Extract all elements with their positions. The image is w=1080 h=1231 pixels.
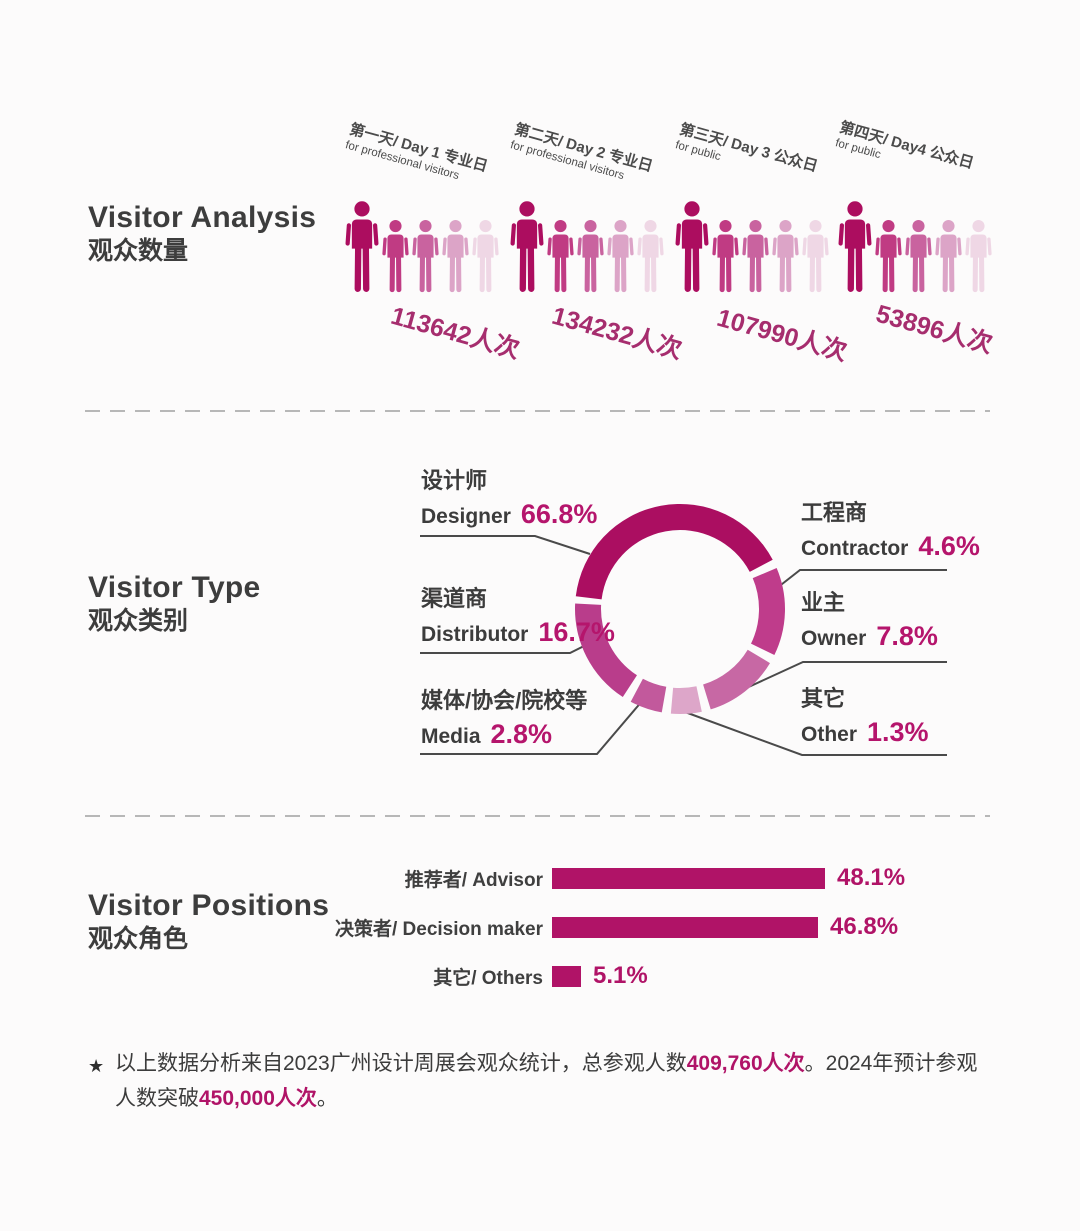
person-icon [772, 220, 799, 293]
day3-count: 107990人次 [713, 303, 850, 367]
type-label-owner: 业主 Owner 7.8% [801, 590, 938, 651]
analysis-title-zh: 观众数量 [88, 237, 189, 265]
donut-segment-other [670, 686, 702, 715]
type-label-contractor: 工程商 Contractor 4.6% [801, 500, 980, 561]
section-type-title: Visitor Type 观众类别 [88, 572, 261, 635]
section-positions-title: Visitor Positions 观众角色 [88, 890, 329, 953]
person-icon [742, 220, 769, 293]
day2-label: 第二天/ Day 2 专业日 for professional visitors [508, 120, 655, 183]
day3-label: 第三天/ Day 3 公众日 for public [673, 120, 820, 176]
star-icon: ★ [88, 1056, 105, 1076]
callout-line [420, 535, 591, 555]
type-label-designer: 设计师 Designer 66.8% [421, 468, 598, 529]
person-icon [472, 220, 499, 293]
callout-line [684, 711, 947, 756]
person-icon [382, 220, 409, 293]
callout-line [741, 661, 947, 691]
person-icon [905, 220, 932, 293]
bar-advisor [552, 867, 825, 889]
donut-segment-distributor [574, 603, 637, 698]
day1-count: 113642人次 [387, 301, 523, 365]
bar-row-decision-maker: 决策者/ Decision maker 46.8% [334, 913, 899, 940]
type-title-en: Visitor Type [88, 571, 261, 604]
person-icon [577, 220, 604, 293]
type-title-zh: 观众类别 [88, 607, 189, 635]
day4-count: 53896人次 [872, 299, 996, 359]
callout-line [776, 569, 947, 589]
person-icon [607, 220, 634, 293]
day1-pictogram-row [345, 200, 499, 293]
person-icon [838, 201, 872, 292]
bar-row-others: 其它/ Others 5.1% [433, 962, 648, 989]
donut-segment-designer [575, 503, 773, 600]
day4-label: 第四天/ Day4 公众日 for public [833, 118, 976, 173]
positions-title-en: Visitor Positions [88, 889, 330, 922]
donut-segment-media [630, 678, 667, 713]
section-analysis-title: Visitor Analysis 观众数量 [88, 202, 316, 265]
positions-title-zh: 观众角色 [88, 925, 189, 953]
day4-pictogram-row [838, 200, 992, 293]
person-icon [802, 220, 829, 293]
type-label-media: 媒体/协会/院校等 Media 2.8% [421, 688, 588, 749]
day3-pictogram-row [675, 200, 829, 293]
person-icon [412, 220, 439, 293]
type-label-distributor: 渠道商 Distributor 16.7% [421, 586, 615, 647]
dashed-divider-bottom [85, 815, 990, 817]
footnote: ★ 以上数据分析来自2023广州设计周展会观众统计，总参观人数409,760人次… [88, 1046, 993, 1116]
bar-decision-maker [552, 916, 818, 938]
person-icon [875, 220, 902, 293]
callout-line [420, 699, 644, 755]
day1-label: 第一天/ Day 1 专业日 for professional visitors [343, 120, 490, 183]
donut-segment-contractor [751, 567, 785, 656]
day2-pictogram-row [510, 200, 664, 293]
donut-chart [574, 503, 785, 715]
person-icon [547, 220, 574, 293]
bar-others [552, 965, 581, 987]
footnote-text: 以上数据分析来自2023广州设计周展会观众统计，总参观人数409,760人次。2… [115, 1052, 978, 1110]
person-icon [442, 220, 469, 293]
donut-callout-lines [420, 535, 947, 756]
person-icon [510, 201, 544, 292]
person-icon [637, 220, 664, 293]
type-label-other: 其它 Other 1.3% [801, 686, 929, 747]
bar-row-advisor: 推荐者/ Advisor 48.1% [404, 864, 906, 891]
day2-count: 134232人次 [548, 301, 685, 365]
analysis-title-en: Visitor Analysis [88, 201, 317, 234]
person-icon [675, 201, 709, 292]
donut-segment-owner [703, 649, 770, 710]
person-icon [965, 220, 992, 293]
person-icon [345, 201, 379, 292]
person-icon [712, 220, 739, 293]
dashed-divider-top [85, 410, 990, 412]
person-icon [935, 220, 962, 293]
